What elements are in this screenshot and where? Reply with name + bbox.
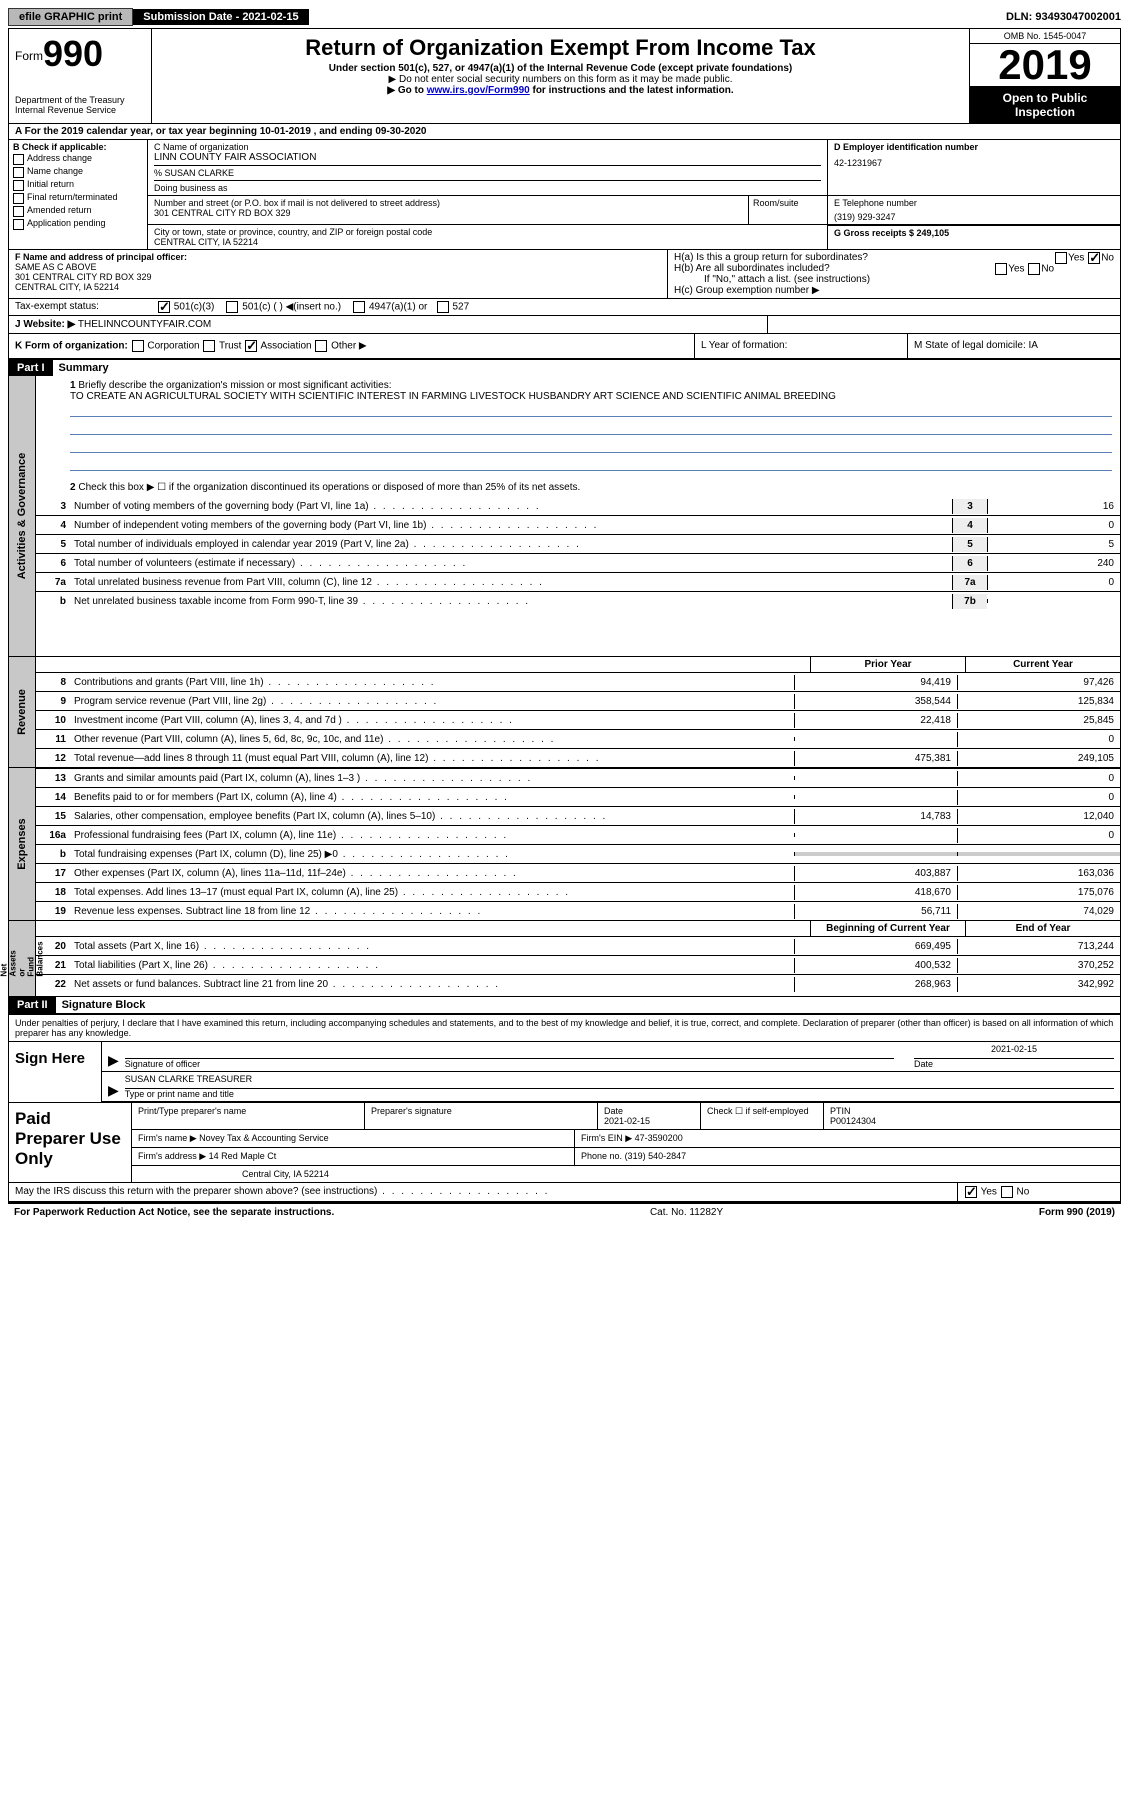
dba-label: Doing business as: [154, 180, 821, 193]
sign-here-block: Sign Here ▶ Signature of officer 2021-02…: [9, 1041, 1120, 1102]
checkbox-label: Name change: [27, 166, 83, 176]
room-label: Room/suite: [749, 196, 828, 224]
checkbox-label: Amended return: [27, 205, 92, 215]
box-e-label: E Telephone number: [834, 198, 1114, 208]
side-revenue: Revenue: [9, 657, 36, 767]
checkbox[interactable]: [13, 219, 24, 230]
checkbox[interactable]: [13, 154, 24, 165]
corp-check[interactable]: [132, 340, 144, 352]
officer-line1: SAME AS C ABOVE: [15, 262, 661, 272]
dept-treasury: Department of the Treasury Internal Reve…: [15, 95, 145, 115]
paid-preparer-label: Paid Preparer Use Only: [9, 1103, 131, 1182]
city-value: CENTRAL CITY, IA 52214: [154, 237, 821, 247]
current-year-hdr: Current Year: [965, 657, 1120, 672]
discuss-yes[interactable]: [965, 1186, 977, 1198]
ein-value: 42-1231967: [834, 158, 1114, 168]
other-check[interactable]: [315, 340, 327, 352]
section-k-l-m: K Form of organization: Corporation Trus…: [9, 334, 1120, 360]
prior-year-hdr: Prior Year: [810, 657, 965, 672]
section-j: J Website: ▶ THELINNCOUNTYFAIR.COM: [9, 316, 1120, 334]
submission-date: Submission Date - 2021-02-15: [133, 9, 308, 25]
side-activities: Activities & Governance: [9, 376, 36, 656]
form-header: Form990 Department of the Treasury Inter…: [9, 29, 1120, 124]
hb-row: H(b) Are all subordinates included?Yes N…: [674, 263, 1114, 274]
row-a-period: A For the 2019 calendar year, or tax yea…: [9, 124, 1120, 140]
officer-line3: CENTRAL CITY, IA 52214: [15, 282, 661, 292]
may-discuss: May the IRS discuss this return with the…: [9, 1183, 958, 1201]
checkbox-label: Initial return: [27, 179, 74, 189]
city-label: City or town, state or province, country…: [154, 227, 821, 237]
website-value: THELINNCOUNTYFAIR.COM: [78, 319, 211, 330]
org-name: LINN COUNTY FAIR ASSOCIATION: [154, 152, 821, 163]
hc-row: H(c) Group exemption number ▶: [674, 285, 1114, 296]
checkbox-label: Final return/terminated: [27, 192, 118, 202]
discuss-no[interactable]: [1001, 1186, 1013, 1198]
box-m: M State of legal domicile: IA: [907, 334, 1120, 358]
box-b-label: B Check if applicable:: [13, 142, 143, 152]
checkbox[interactable]: [13, 180, 24, 191]
phone-value: (319) 929-3247: [834, 212, 1114, 222]
4947-check[interactable]: [353, 301, 365, 313]
side-netassets: Net Assets or Fund Balances: [9, 921, 36, 996]
officer-name: SUSAN CLARKE TREASURER: [125, 1074, 1114, 1089]
officer-line2: 301 CENTRAL CITY RD BOX 329: [15, 272, 661, 282]
form-number: Form990: [15, 33, 145, 75]
box-k-label: K Form of organization:: [15, 341, 128, 352]
q2-text: Check this box ▶ ☐ if the organization d…: [78, 482, 580, 493]
box-d-label: D Employer identification number: [834, 142, 1114, 152]
top-bar: efile GRAPHIC print Submission Date - 20…: [8, 8, 1121, 26]
part1-header: Part ISummary: [9, 360, 1120, 376]
box-g: G Gross receipts $ 249,105: [828, 225, 1120, 249]
subtitle-1: Under section 501(c), 527, or 4947(a)(1)…: [158, 63, 963, 74]
dln: DLN: 93493047002001: [1006, 11, 1121, 23]
527-check[interactable]: [437, 301, 449, 313]
mission-text: TO CREATE AN AGRICULTURAL SOCIETY WITH S…: [70, 391, 836, 402]
q1-label: Briefly describe the organization's miss…: [78, 380, 391, 391]
care-of: % SUSAN CLARKE: [154, 165, 821, 178]
checkbox-label: Application pending: [27, 218, 106, 228]
open-inspection: Open to Public Inspection: [970, 87, 1120, 123]
checkbox[interactable]: [13, 206, 24, 217]
sig-date: 2021-02-15: [914, 1044, 1114, 1059]
addr-label: Number and street (or P.O. box if mail i…: [154, 198, 742, 208]
box-b: B Check if applicable: Address change Nam…: [9, 140, 148, 249]
efile-btn[interactable]: efile GRAPHIC print: [8, 8, 133, 26]
subtitle-3: ▶ Go to www.irs.gov/Form990 for instruct…: [158, 85, 963, 96]
section-i: Tax-exempt status: 501(c)(3) 501(c) ( ) …: [9, 299, 1120, 316]
hb-note: If "No," attach a list. (see instruction…: [674, 274, 1114, 285]
trust-check[interactable]: [203, 340, 215, 352]
box-c-label: C Name of organization: [154, 142, 821, 152]
ha-row: H(a) Is this a group return for subordin…: [674, 252, 1114, 263]
501c-check[interactable]: [226, 301, 238, 313]
form-container: Form990 Department of the Treasury Inter…: [8, 28, 1121, 1203]
501c3-check[interactable]: [158, 301, 170, 313]
tax-year: 2019: [970, 44, 1120, 87]
sig-officer-label: Signature of officer: [125, 1059, 200, 1069]
box-f-label: F Name and address of principal officer:: [15, 252, 661, 262]
form-title: Return of Organization Exempt From Incom…: [158, 35, 963, 61]
checkbox[interactable]: [13, 167, 24, 178]
perjury-declaration: Under penalties of perjury, I declare th…: [9, 1013, 1120, 1041]
checkbox[interactable]: [13, 193, 24, 204]
tax-status-label: Tax-exempt status:: [9, 299, 151, 315]
begin-year-hdr: Beginning of Current Year: [810, 921, 965, 936]
part2-header: Part IISignature Block: [9, 997, 1120, 1013]
end-year-hdr: End of Year: [965, 921, 1120, 936]
checkbox-label: Address change: [27, 153, 92, 163]
assoc-check[interactable]: [245, 340, 257, 352]
side-expenses: Expenses: [9, 768, 36, 920]
paid-preparer-block: Paid Preparer Use Only Print/Type prepar…: [9, 1102, 1120, 1182]
irs-link[interactable]: www.irs.gov/Form990: [427, 85, 530, 96]
page-footer: For Paperwork Reduction Act Notice, see …: [8, 1203, 1121, 1221]
subtitle-2: ▶ Do not enter social security numbers o…: [158, 74, 963, 85]
section-b-c-d: B Check if applicable: Address change Nam…: [9, 140, 1120, 250]
sign-here-label: Sign Here: [9, 1042, 101, 1102]
addr-value: 301 CENTRAL CITY RD BOX 329: [154, 208, 742, 218]
section-f-h: F Name and address of principal officer:…: [9, 250, 1120, 299]
box-l: L Year of formation:: [694, 334, 907, 358]
